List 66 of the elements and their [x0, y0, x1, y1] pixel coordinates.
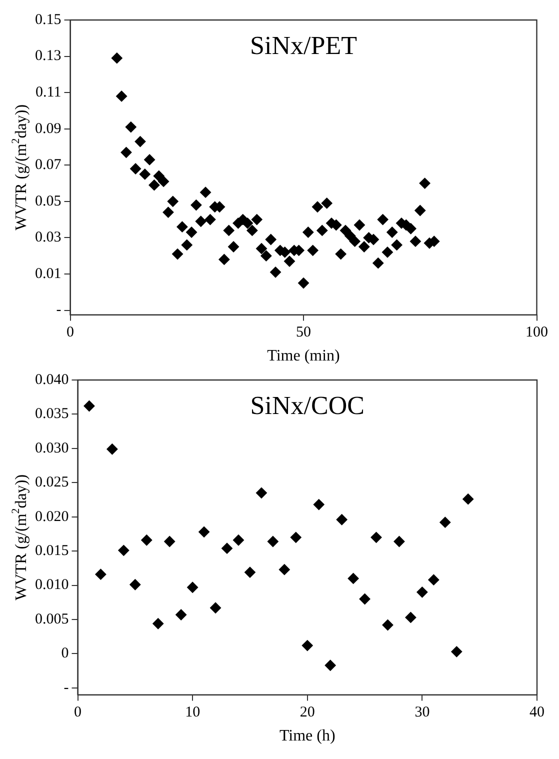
point	[232, 534, 244, 546]
x-tick-label: 50	[296, 324, 311, 341]
point	[176, 609, 187, 620]
y-tick-label: 0.030	[35, 440, 69, 456]
y-tick-label: 0.015	[35, 543, 69, 560]
y-tick-label: 0.05	[35, 193, 62, 210]
point	[198, 526, 210, 538]
y-axis-title: WVTR (g/(m2day))	[10, 104, 30, 230]
y-tick-label: -	[64, 680, 69, 696]
point	[370, 532, 382, 543]
point	[324, 660, 336, 671]
y-tick-label: 0.01	[35, 266, 62, 282]
point	[382, 619, 394, 630]
point	[222, 542, 233, 554]
y-tick-label: 0.11	[36, 84, 62, 101]
point	[348, 572, 359, 584]
point	[336, 514, 348, 526]
point	[187, 582, 198, 593]
y-tick-label: 0.025	[35, 474, 69, 491]
point	[106, 444, 118, 455]
point	[359, 593, 370, 604]
point	[394, 536, 405, 548]
point	[440, 516, 451, 528]
x-tick-label: 10	[185, 704, 200, 721]
x-tick-label: 30	[414, 704, 430, 721]
y-tick-label: 0	[61, 646, 69, 662]
point	[164, 536, 176, 548]
point	[416, 586, 428, 598]
point	[84, 400, 95, 412]
x-tick-label: 0	[74, 704, 82, 721]
point	[267, 536, 278, 548]
point	[244, 566, 256, 578]
x-tick-label: 40	[530, 704, 544, 721]
y-tick-label: 0.13	[35, 48, 62, 64]
y-tick-label: 0.040	[35, 372, 69, 388]
y-tick-label: 0.005	[35, 611, 69, 628]
point	[290, 532, 302, 543]
point	[118, 544, 130, 556]
y-tick-label: -	[56, 302, 62, 318]
point	[428, 574, 440, 586]
x-axis-title: Time (h)	[279, 728, 336, 745]
point	[152, 618, 164, 630]
annotation: SiNx/PET	[250, 30, 358, 60]
point	[405, 612, 416, 623]
y-tick-label: 0.010	[35, 577, 69, 594]
x-tick-label: 100	[526, 324, 548, 341]
annotation: SiNx/COC	[250, 390, 364, 420]
point	[256, 487, 267, 498]
point	[278, 564, 290, 576]
point	[451, 646, 462, 658]
point	[130, 579, 141, 590]
y-tick-label: 0.03	[35, 230, 62, 246]
point	[302, 640, 313, 652]
point	[462, 494, 474, 505]
y-tick-label: 0.07	[35, 157, 62, 174]
y-tick-label: 0.15	[35, 12, 62, 28]
y-tick-label: 0.035	[35, 406, 69, 422]
point	[141, 534, 152, 546]
x-axis-title: Time (min)	[267, 348, 340, 365]
y-axis-title: WVTR (g/(m2day))	[10, 474, 30, 600]
x-tick-label: 20	[300, 704, 315, 721]
point	[95, 568, 106, 580]
y-tick-label: 0.020	[35, 508, 69, 525]
point	[313, 499, 324, 510]
y-tick-label: 0.09	[35, 120, 62, 137]
point	[210, 602, 222, 614]
